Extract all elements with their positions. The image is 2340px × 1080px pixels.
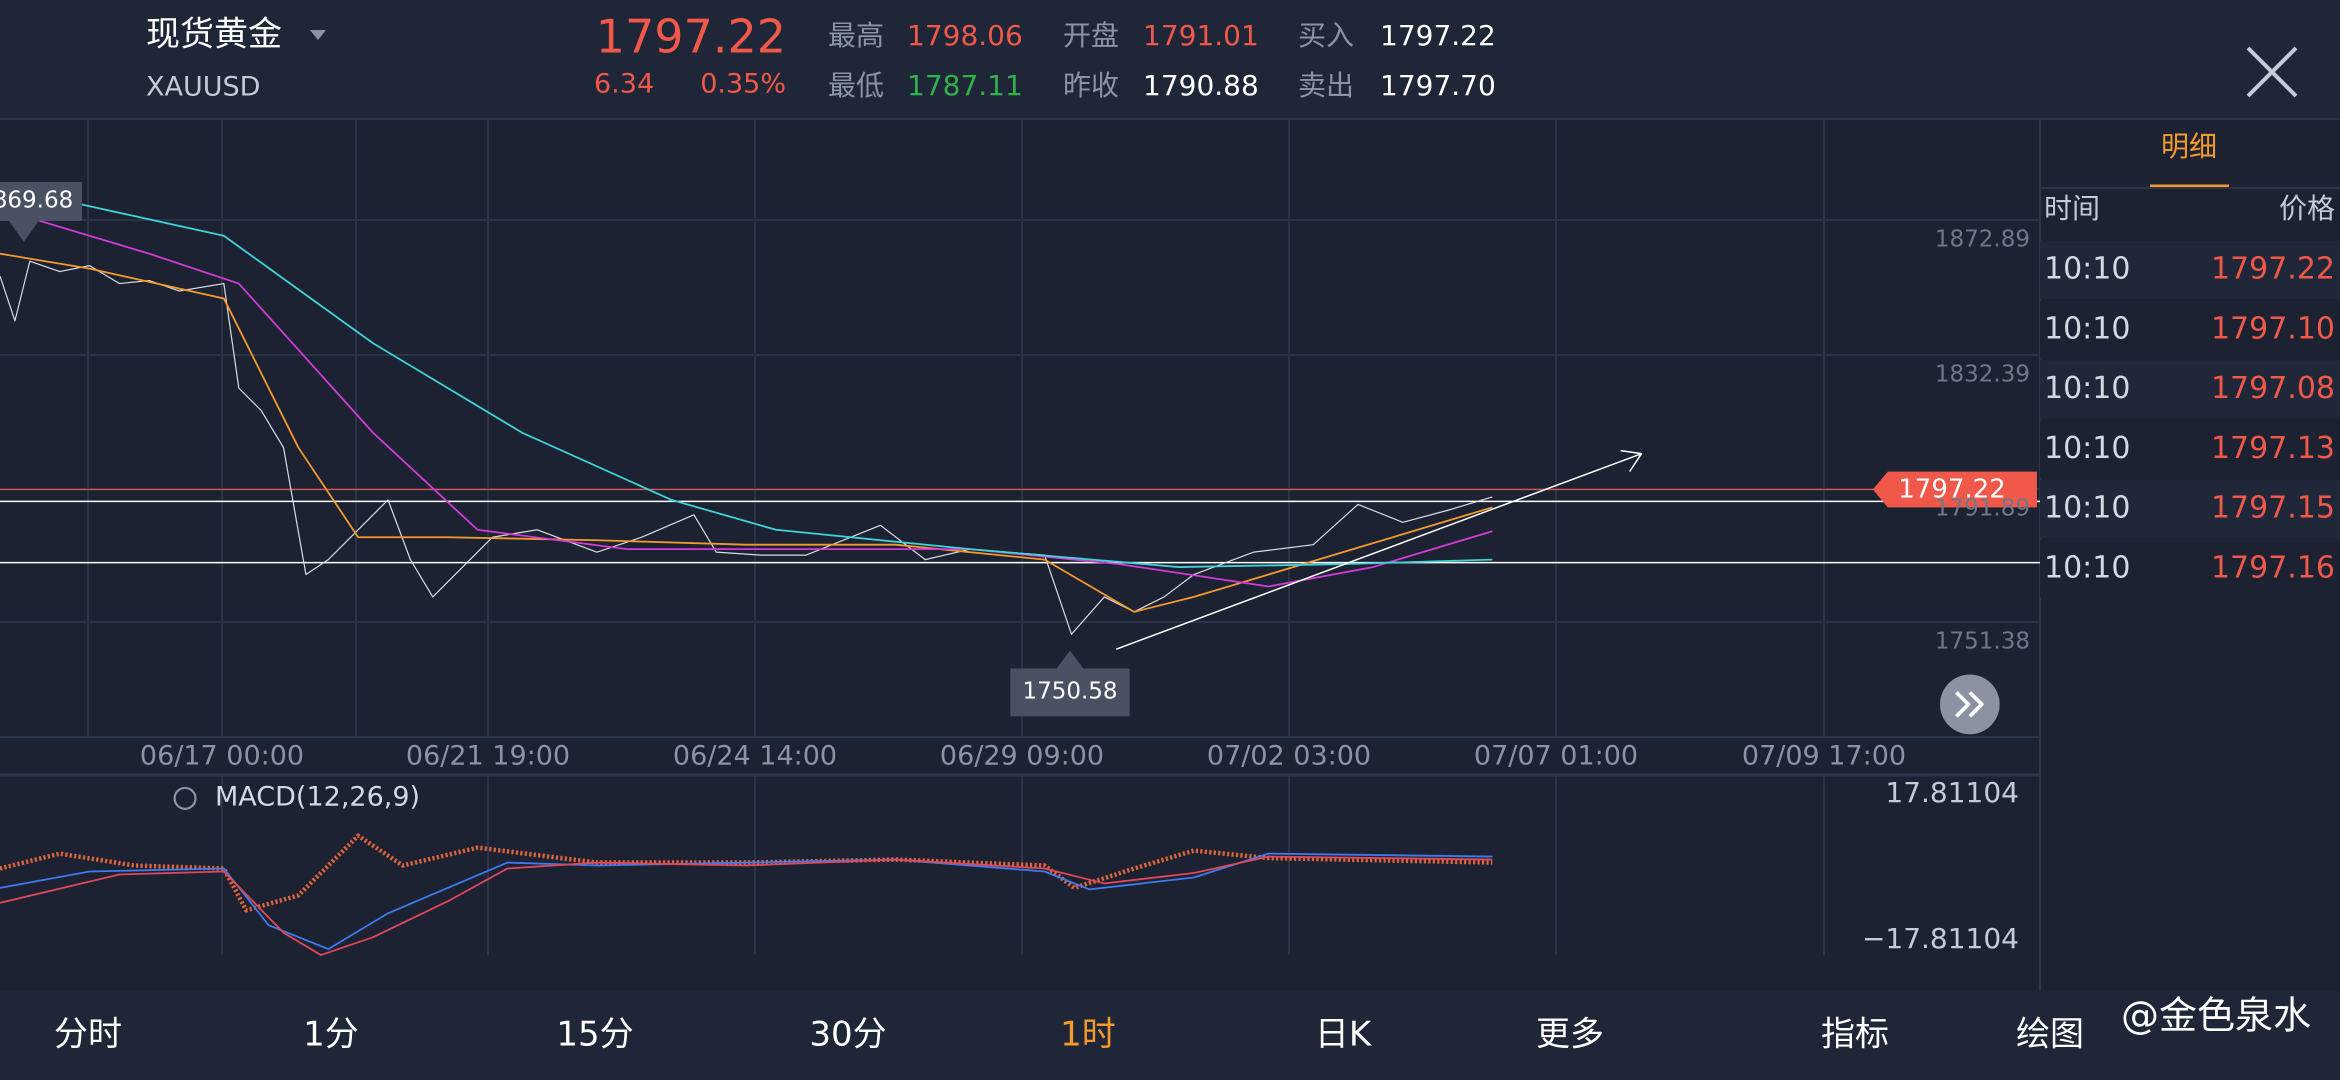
tab[interactable]: 1分 — [303, 1015, 359, 1055]
stat-label: 最低 — [828, 69, 884, 102]
high-label: 869.68 — [0, 188, 73, 214]
y-tick-label: 1751.38 — [1935, 629, 2030, 655]
tab[interactable]: 1时 — [1060, 1015, 1116, 1055]
row-bg — [2040, 241, 2340, 299]
trend-line[interactable] — [1115, 449, 1643, 650]
row-price: 1797.10 — [2211, 311, 2335, 346]
stat-label: 卖出 — [1298, 69, 1354, 102]
high-marker — [0, 182, 83, 242]
tab[interactable]: 更多 — [1536, 1015, 1604, 1055]
row-bg — [2040, 480, 2340, 539]
tab[interactable]: 分时 — [54, 1015, 122, 1055]
ma-line — [0, 252, 1493, 613]
instrument-title[interactable]: 现货黄金 — [146, 15, 282, 55]
x-tick-label: 07/07 01:00 — [1474, 741, 1638, 772]
change: 6.34 — [594, 69, 654, 100]
settings-icon[interactable] — [173, 786, 197, 810]
low-label: 1750.58 — [1022, 679, 1117, 705]
stat-label: 开盘 — [1063, 19, 1119, 52]
header-bar — [0, 0, 2340, 119]
row-bg — [2040, 420, 2340, 479]
tab[interactable]: 绘图 — [2016, 1015, 2084, 1055]
low-marker — [1010, 650, 1130, 717]
y-tick-label: 1791.89 — [1935, 496, 2030, 522]
scroll-icon[interactable] — [1955, 691, 1984, 718]
tab[interactable]: 指标 — [1821, 1015, 1889, 1055]
row-bg — [2040, 300, 2340, 359]
row-time: 10:10 — [2044, 491, 2130, 526]
x-tick-label: 06/21 19:00 — [406, 741, 570, 772]
row-time: 10:10 — [2044, 371, 2130, 406]
row-price: 1797.16 — [2211, 551, 2335, 586]
x-tick-label: 06/17 00:00 — [140, 741, 304, 772]
stat-value: 1797.22 — [1380, 19, 1496, 52]
tab-bar — [0, 991, 2340, 1080]
stat-label: 最高 — [828, 19, 884, 52]
macd-line — [0, 852, 1493, 950]
price-tag — [1872, 471, 2037, 508]
price-tag-label: 1797.22 — [1898, 475, 2006, 505]
tab[interactable]: 日K — [1315, 1015, 1373, 1055]
row-price: 1797.08 — [2211, 371, 2335, 406]
dropdown-arrow[interactable] — [310, 30, 326, 40]
stat-value: 1790.88 — [1143, 69, 1259, 102]
row-bg — [2040, 360, 2340, 419]
stat-value: 1787.11 — [907, 69, 1023, 102]
stat-value: 1797.70 — [1380, 69, 1496, 102]
row-time: 10:10 — [2044, 551, 2130, 586]
row-time: 10:10 — [2044, 431, 2130, 466]
y-tick-label: 1872.89 — [1935, 227, 2030, 253]
stat-label: 买入 — [1298, 19, 1354, 52]
macd-max: 17.81104 — [1885, 776, 2019, 809]
ma-line — [0, 185, 1493, 568]
stat-label: 昨收 — [1063, 69, 1119, 102]
row-bg — [2040, 540, 2340, 598]
row-price: 1797.13 — [2211, 431, 2335, 466]
tab[interactable]: 30分 — [809, 1015, 886, 1055]
y-tick-label: 1832.39 — [1935, 362, 2030, 388]
indicator-name[interactable]: MACD(12,26,9) — [215, 782, 420, 813]
x-tick-label: 06/24 14:00 — [673, 741, 837, 772]
column-header: 价格 — [2279, 192, 2335, 225]
x-tick-label: 06/29 09:00 — [940, 741, 1104, 772]
signal-line — [0, 855, 1493, 956]
change-pct: 0.35% — [700, 69, 786, 100]
watermark: @金色泉水 — [2121, 994, 2311, 1038]
row-price: 1797.22 — [2211, 252, 2335, 287]
x-tick-label: 07/02 03:00 — [1207, 741, 1371, 772]
symbol: XAUUSD — [146, 72, 260, 103]
tab[interactable]: 15分 — [556, 1015, 633, 1055]
column-header: 时间 — [2044, 192, 2100, 225]
macd-min: −17.81104 — [1862, 922, 2019, 955]
x-tick-label: 07/09 17:00 — [1742, 741, 1906, 772]
stat-value: 1791.01 — [1143, 19, 1259, 52]
row-time: 10:10 — [2044, 311, 2130, 346]
stat-value: 1798.06 — [907, 19, 1023, 52]
row-price: 1797.15 — [2211, 491, 2335, 526]
ma-line — [0, 208, 1493, 588]
close-button[interactable] — [2246, 46, 2298, 98]
row-time: 10:10 — [2044, 252, 2130, 287]
last-price: 1797.22 — [596, 10, 786, 64]
panel-tab[interactable]: 明细 — [2161, 130, 2217, 163]
